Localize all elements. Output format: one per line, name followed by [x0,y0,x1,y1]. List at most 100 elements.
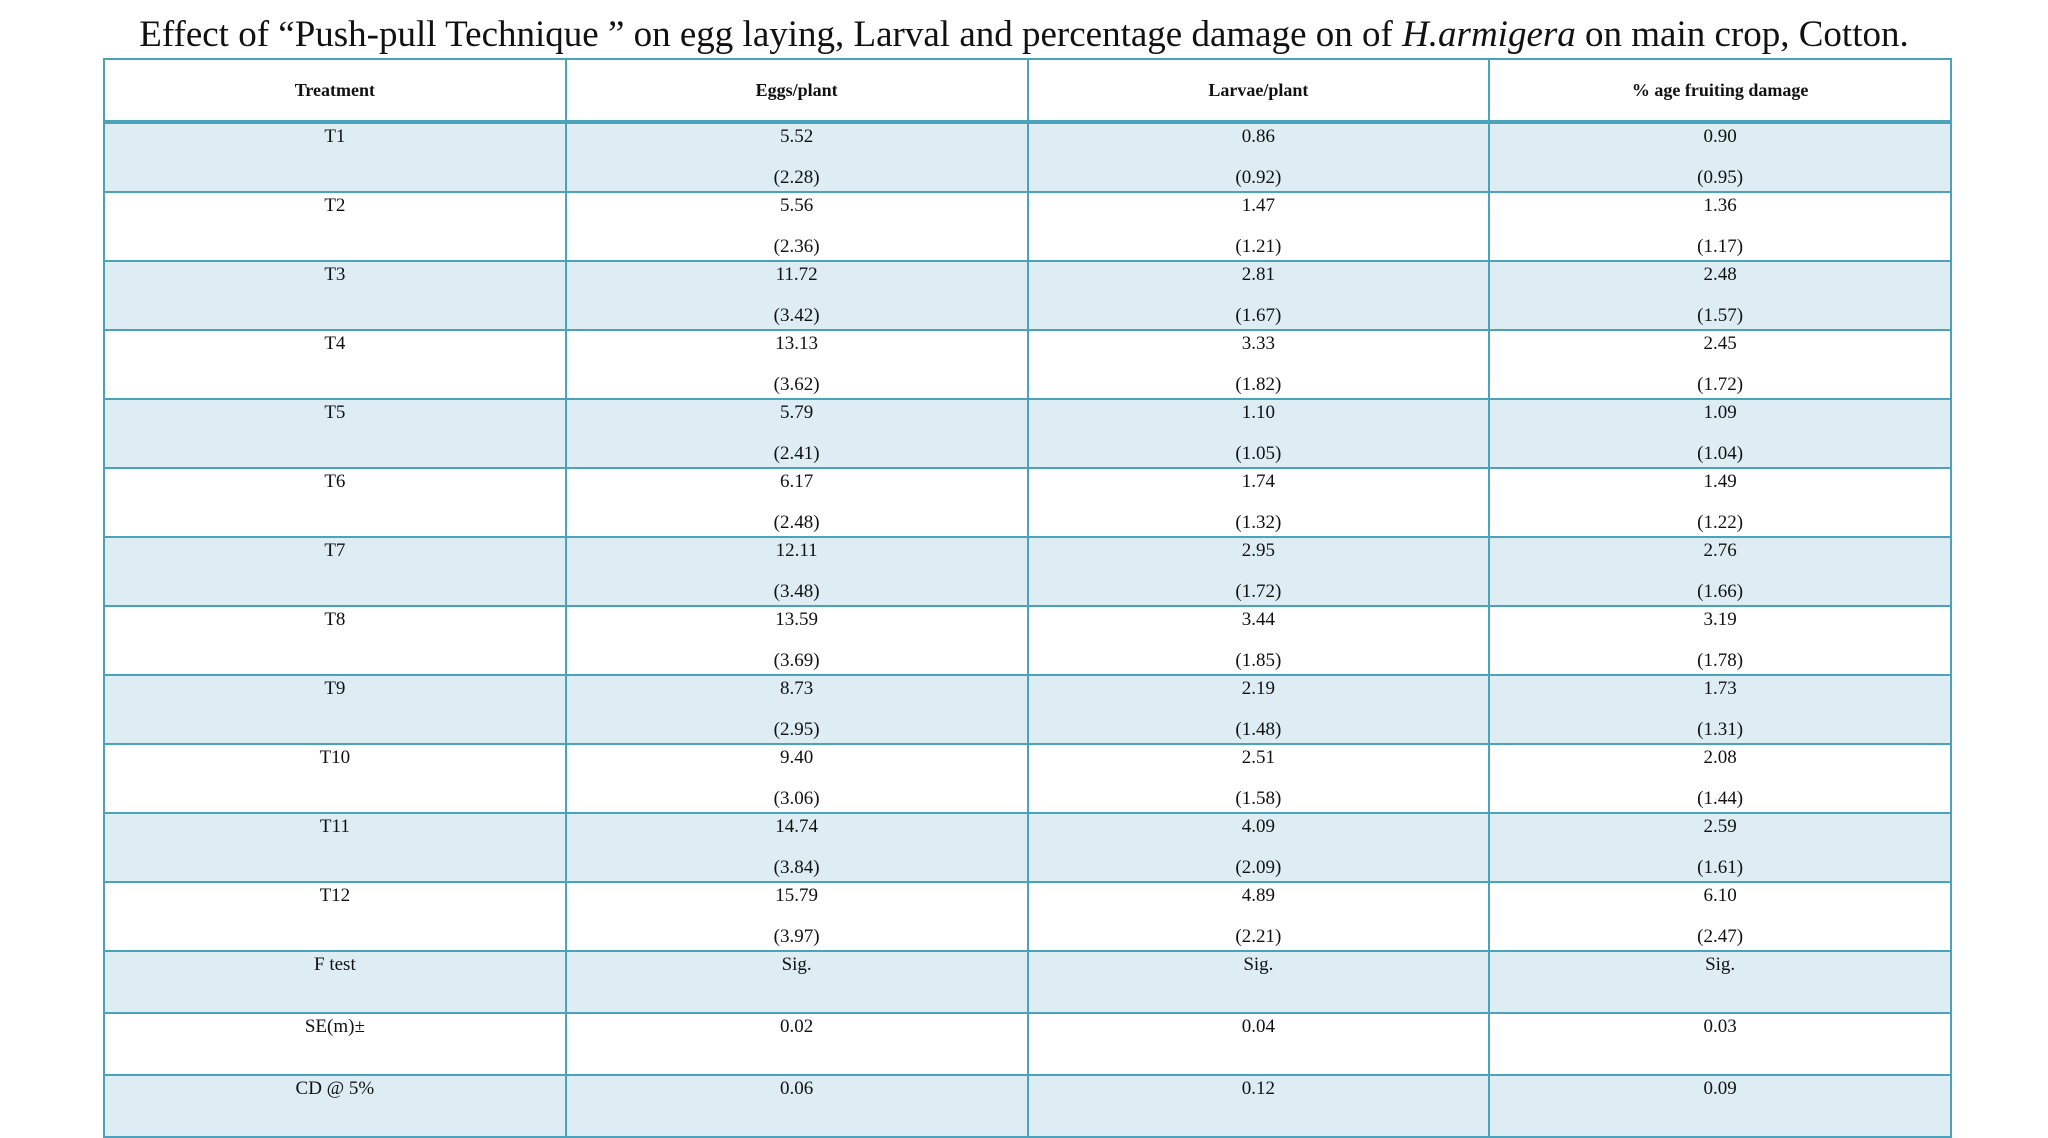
table-cell: T11 [103,812,567,883]
table-cell: 11.72 (3.42) [564,260,1029,331]
table-cell: T4 [103,329,567,400]
cell-transformed-value: (1.78) [1697,650,1744,671]
cell-transformed-value: (1.31) [1697,719,1744,740]
table-row: T9 8.73 (2.95) 2.19 (1.48) 1.73 (1.31) [103,674,1952,745]
cell-value: 0.09 [1703,1078,1737,1099]
cell-value: Sig. [1243,954,1274,975]
table-head: Treatment Eggs/plant Larvae/plant% age fru… [103,58,1952,124]
table-row: F test Sig. Sig. Sig. [103,950,1952,1014]
cell-content: T6 [105,469,565,536]
cell-content: T1 [105,124,565,191]
cell-transformed-value: (0.95) [1697,167,1744,188]
cell-value: 3.33 [1241,333,1275,354]
header-cell: Eggs/plant [564,58,1029,124]
cell-transformed-value: (3.06) [773,788,820,809]
table-cell: 2.76 (1.66) [1488,536,1952,607]
treatment-label: T11 [319,816,350,837]
cell-value: 5.56 [780,195,814,216]
cell-value: 2.81 [1241,264,1275,285]
cell-value: 12.11 [775,540,818,561]
cell-value: 3.44 [1241,609,1275,630]
cell-value: 0.86 [1241,126,1275,147]
cell-content: T12 [105,883,565,950]
cell-transformed-value: (2.28) [773,167,820,188]
cell-content: 1.74 (1.32) [1029,469,1489,536]
cell-transformed-value: (1.66) [1697,581,1744,602]
table-row: T2 5.56 (2.36) 1.47 (1.21) 1.36 (1.17) [103,191,1952,262]
cell-transformed-value: (2.47) [1697,926,1744,947]
cell-content: T9 [105,676,565,743]
cell-content: F test [105,952,565,1012]
cell-content: 1.09 (1.04) [1490,400,1950,467]
cell-value: 1.10 [1241,402,1275,423]
cell-content: 5.56 (2.36) [567,193,1027,260]
cell-value: Sig. [1705,954,1736,975]
table-cell: 5.56 (2.36) [564,191,1029,262]
cell-value: 4.09 [1241,816,1275,837]
cell-content: 2.76 (1.66) [1490,538,1950,605]
cell-transformed-value: (1.04) [1697,443,1744,464]
cell-value: 5.52 [780,126,814,147]
cell-content: 2.48 (1.57) [1490,262,1950,329]
cell-value: 2.19 [1241,678,1275,699]
cell-content: 4.09 (2.09) [1029,814,1489,881]
cell-content: T4 [105,331,565,398]
cell-content: 2.95 (1.72) [1029,538,1489,605]
header-cell: % age fruiting damage [1488,58,1952,124]
cell-transformed-value: (0.92) [1235,167,1282,188]
cell-content: T8 [105,607,565,674]
table-cell: 0.03 [1488,1012,1952,1076]
treatment-label: F test [314,954,356,975]
table-cell: 1.36 (1.17) [1488,191,1952,262]
cell-transformed-value: (1.61) [1697,857,1744,878]
table-cell: 2.08 (1.44) [1488,743,1952,814]
cell-value: 0.90 [1703,126,1737,147]
treatment-label: T12 [319,885,351,906]
cell-transformed-value: (3.69) [773,650,820,671]
cell-value: 2.59 [1703,816,1737,837]
table-row: T3 11.72 (3.42) 2.81 (1.67) 2.48 (1.57) [103,260,1952,331]
cell-content: CD @ 5% [105,1076,565,1136]
cell-content: 0.86 (0.92) [1029,124,1489,191]
table-body: T1 5.52 (2.28) 0.86 (0.92) 0.90 (0.95) T2 5.56 (2… [103,121,1952,1138]
cell-content: 3.19 (1.78) [1490,607,1950,674]
table-cell: Sig. [1488,950,1952,1014]
table-cell: 1.47 (1.21) [1026,191,1491,262]
table-cell: T7 [103,536,567,607]
table-row: T8 13.59 (3.69) 3.44 (1.85) 3.19 (1.78) [103,605,1952,676]
cell-transformed-value: (2.95) [773,719,820,740]
table-row: T7 12.11 (3.48) 2.95 (1.72) 2.76 (1.66) [103,536,1952,607]
table-row: SE(m)± 0.02 0.04 0.03 [103,1012,1952,1076]
table-cell: T3 [103,260,567,331]
cell-content: 0.06 [567,1076,1027,1136]
title-text: on main crop, Cotton. [1575,14,1909,55]
cell-value: 11.72 [775,264,818,285]
cell-transformed-value: (1.21) [1235,236,1282,257]
cell-value: 2.08 [1703,747,1737,768]
treatment-label: T2 [324,195,346,216]
cell-content: 5.79 (2.41) [567,400,1027,467]
cell-transformed-value: (1.72) [1235,581,1282,602]
cell-transformed-value: (3.62) [773,374,820,395]
cell-content: 1.47 (1.21) [1029,193,1489,260]
table-cell: 13.59 (3.69) [564,605,1029,676]
cell-content: 3.33 (1.82) [1029,331,1489,398]
table-cell: 1.09 (1.04) [1488,398,1952,469]
cell-value: 6.17 [780,471,814,492]
cell-content: 14.74 (3.84) [567,814,1027,881]
cell-value: 9.40 [780,747,814,768]
table-row: T11 14.74 (3.84) 4.09 (2.09) 2.59 (1.61) [103,812,1952,883]
table-cell: 8.73 (2.95) [564,674,1029,745]
table-cell: T1 [103,121,567,193]
header-cell: Treatment [103,58,567,124]
results-table: Treatment Eggs/plant Larvae/plant% age fru… [103,58,1952,1138]
table-cell: 0.04 [1026,1012,1491,1076]
cell-content: 1.36 (1.17) [1490,193,1950,260]
cell-transformed-value: (1.32) [1235,512,1282,533]
table-cell: CD @ 5% [103,1074,567,1138]
table-cell: 4.89 (2.21) [1026,881,1491,952]
cell-content: 2.51 (1.58) [1029,745,1489,812]
table-cell: 1.73 (1.31) [1488,674,1952,745]
cell-transformed-value: (1.57) [1697,305,1744,326]
